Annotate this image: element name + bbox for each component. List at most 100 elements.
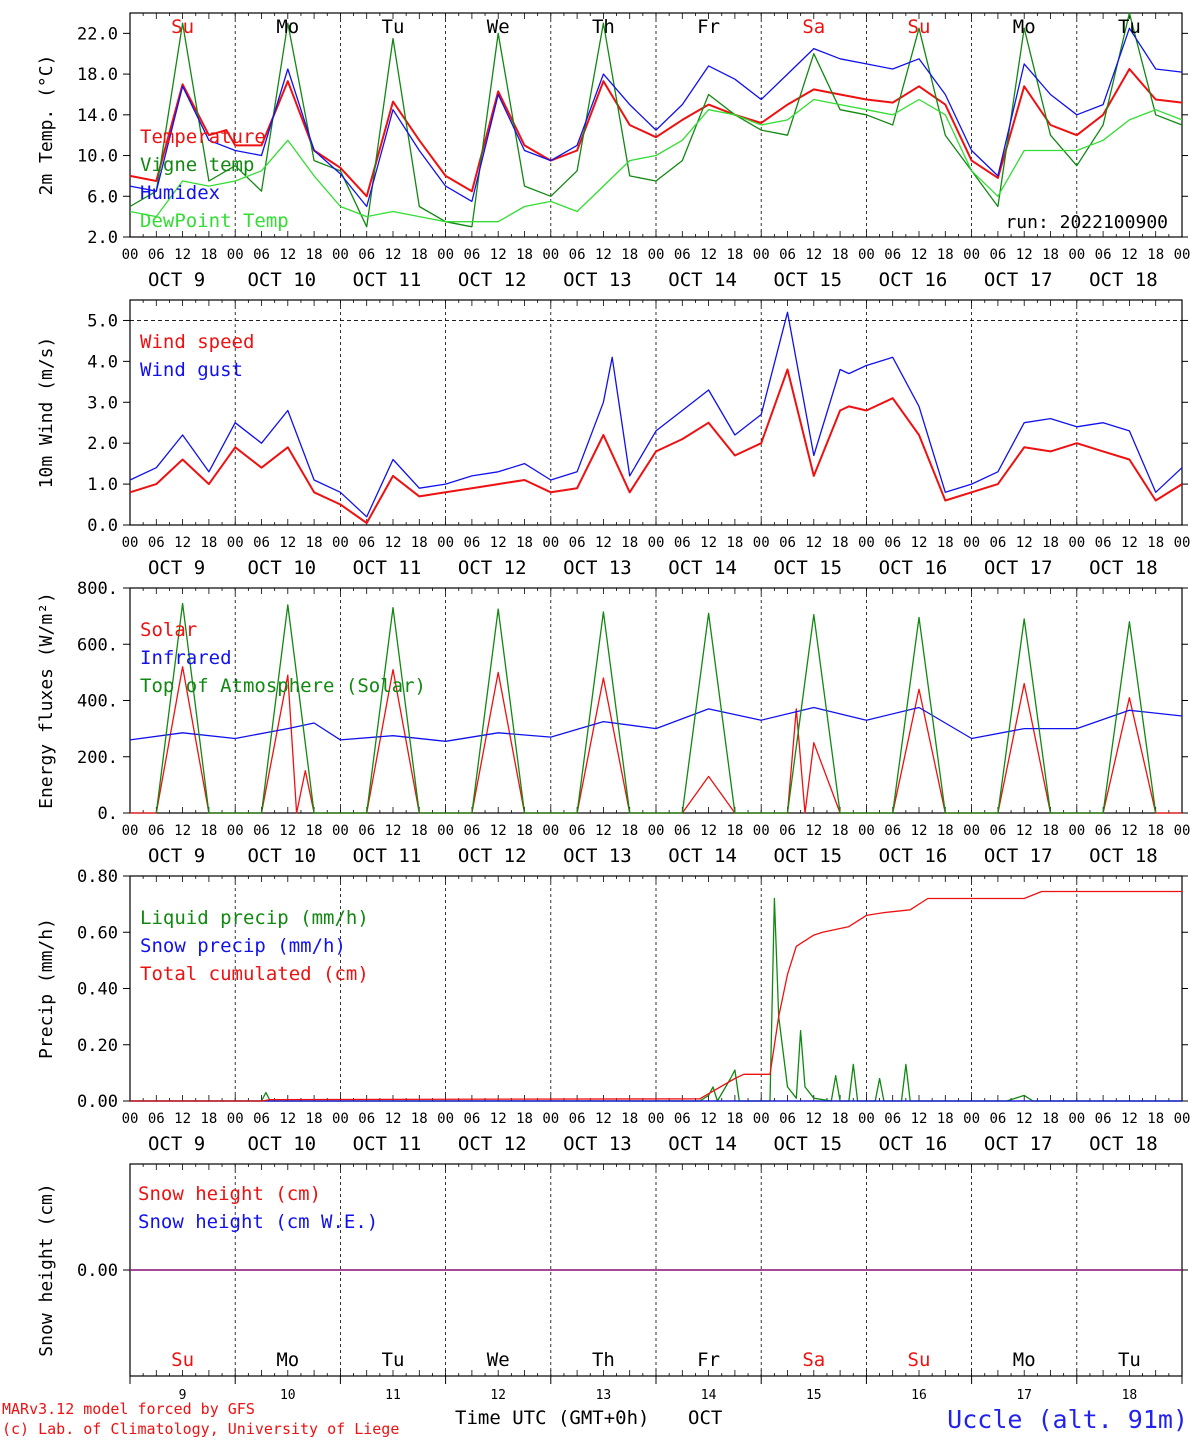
hour-label: 00 [963, 823, 980, 839]
hour-label: 06 [989, 823, 1006, 839]
hour-label: 06 [989, 1111, 1006, 1127]
hour-label: 06 [463, 535, 480, 551]
date-label: OCT 14 [668, 1133, 737, 1155]
hour-label: 18 [200, 247, 217, 263]
hour-label: 00 [227, 247, 244, 263]
hour-label: 00 [437, 1111, 454, 1127]
hour-label: 00 [1068, 1111, 1085, 1127]
panel-frame [129, 299, 1183, 526]
y-tick-label: 0.00 [77, 1092, 118, 1112]
hour-label: 18 [516, 1111, 533, 1127]
panel-energy: 0. 200. 400. 600. 800. Energy fluxes (W/m²) 00… [36, 579, 1190, 867]
hour-label: 06 [569, 823, 586, 839]
panels: 2.0 6.0 10.0 14.0 18.0 22.0 2m Temp. (°C) 00 06 1… [36, 12, 1190, 1403]
hour-label: 00 [1068, 535, 1085, 551]
y-axis-label: Snow height (cm) [36, 1183, 57, 1356]
date-label: OCT 15 [773, 1133, 842, 1155]
date-label: OCT 12 [458, 269, 527, 291]
legend-entry: Humidex [140, 182, 220, 204]
day-number-label: 15 [806, 1388, 822, 1403]
date-label: OCT 12 [458, 845, 527, 867]
series-line-humidex [129, 27, 1183, 208]
hour-label: 12 [174, 823, 191, 839]
hour-label: 18 [1042, 247, 1059, 263]
hour-label: 18 [1042, 535, 1059, 551]
hour-label: 00 [753, 1111, 770, 1127]
hour-label: 18 [726, 823, 743, 839]
weekday-label: We [487, 16, 510, 38]
hour-label: 00 [437, 535, 454, 551]
hour-label: 06 [1095, 1111, 1112, 1127]
date-label: OCT 13 [563, 1133, 632, 1155]
date-label: OCT 13 [563, 557, 632, 579]
panel-precip: 0.00 0.20 0.40 0.60 0.80 Precip (mm/h) 00 06 12 1… [36, 867, 1190, 1155]
y-axis-label: Energy fluxes (W/m²) [36, 592, 57, 809]
hour-label: 00 [858, 535, 875, 551]
y-tick-label: 1.0 [87, 475, 118, 495]
date-label: OCT 17 [984, 269, 1053, 291]
run-label: run: 2022100900 [1005, 212, 1168, 233]
hour-label: 06 [358, 823, 375, 839]
hour-label: 12 [1016, 247, 1033, 263]
hour-label: 12 [911, 247, 928, 263]
hour-label: 12 [174, 1111, 191, 1127]
hour-label: 00 [122, 247, 139, 263]
hour-label: 18 [621, 247, 638, 263]
date-label: OCT 12 [458, 557, 527, 579]
legend-entry: Wind gust [140, 359, 243, 381]
hour-label: 18 [621, 823, 638, 839]
date-label: OCT 18 [1089, 845, 1158, 867]
y-tick-label: 600. [77, 635, 118, 655]
weekday-label: Mo [276, 1349, 299, 1371]
hour-label: 00 [753, 247, 770, 263]
hour-label: 06 [779, 823, 796, 839]
hour-label: 12 [700, 247, 717, 263]
date-label: OCT 9 [148, 845, 205, 867]
date-label: OCT 15 [773, 557, 842, 579]
hour-label: 06 [148, 535, 165, 551]
hour-label: 00 [963, 1111, 980, 1127]
date-label: OCT 18 [1089, 1133, 1158, 1155]
hour-label: 00 [648, 247, 665, 263]
hour-label: 00 [1174, 823, 1191, 839]
hour-label: 18 [621, 1111, 638, 1127]
weekday-label: Th [592, 1349, 615, 1371]
hour-label: 06 [358, 247, 375, 263]
hour-label: 12 [805, 535, 822, 551]
hour-label: 18 [306, 823, 323, 839]
panel-snow: 0.00 Snow height (cm) Snow height (cm) Snow… [36, 1163, 1188, 1403]
y-tick-label: 3.0 [87, 393, 118, 413]
hour-label: 06 [884, 823, 901, 839]
hour-label: 06 [358, 1111, 375, 1127]
hour-label: 18 [411, 1111, 428, 1127]
hour-label: 18 [516, 535, 533, 551]
time-axis-label: Time UTC (GMT+0h) [455, 1407, 649, 1429]
hour-label: 12 [279, 823, 296, 839]
date-label: OCT 17 [984, 557, 1053, 579]
hour-label: 06 [253, 823, 270, 839]
y-tick-label: 5.0 [87, 311, 118, 331]
hour-label: 18 [306, 247, 323, 263]
hour-label: 06 [674, 1111, 691, 1127]
date-label: OCT 9 [148, 557, 205, 579]
hour-label: 12 [385, 823, 402, 839]
hour-label: 12 [279, 247, 296, 263]
y-tick-label: 400. [77, 692, 118, 712]
hour-label: 00 [227, 823, 244, 839]
hour-label: 06 [989, 535, 1006, 551]
y-tick-label: 4.0 [87, 352, 118, 372]
y-tick-label: 0.60 [77, 923, 118, 943]
hour-label: 06 [148, 823, 165, 839]
date-label: OCT 13 [563, 269, 632, 291]
hour-label: 00 [332, 1111, 349, 1127]
date-label: OCT 16 [879, 557, 948, 579]
date-label: OCT 17 [984, 1133, 1053, 1155]
hour-label: 06 [1095, 247, 1112, 263]
y-tick-label: 0.20 [77, 1036, 118, 1056]
legend-entry: Total cumulated (cm) [140, 963, 369, 985]
hour-label: 00 [1068, 247, 1085, 263]
y-tick-label: 0. [98, 804, 118, 824]
y-tick-label: 0.80 [77, 867, 118, 887]
weekday-label: Su [171, 1349, 194, 1371]
